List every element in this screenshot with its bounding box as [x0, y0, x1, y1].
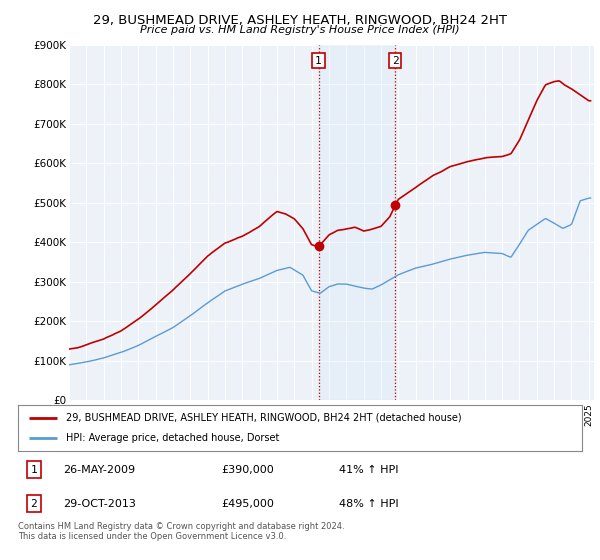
- Text: £390,000: £390,000: [221, 465, 274, 475]
- Text: 2: 2: [31, 499, 37, 509]
- Text: 48% ↑ HPI: 48% ↑ HPI: [340, 499, 399, 509]
- Text: Price paid vs. HM Land Registry's House Price Index (HPI): Price paid vs. HM Land Registry's House …: [140, 25, 460, 35]
- Bar: [319, 45, 395, 400]
- Text: 41% ↑ HPI: 41% ↑ HPI: [340, 465, 399, 475]
- Text: 29, BUSHMEAD DRIVE, ASHLEY HEATH, RINGWOOD, BH24 2HT: 29, BUSHMEAD DRIVE, ASHLEY HEATH, RINGWO…: [93, 14, 507, 27]
- Text: 29, BUSHMEAD DRIVE, ASHLEY HEATH, RINGWOOD, BH24 2HT (detached house): 29, BUSHMEAD DRIVE, ASHLEY HEATH, RINGWO…: [66, 413, 461, 423]
- Text: HPI: Average price, detached house, Dorset: HPI: Average price, detached house, Dors…: [66, 433, 280, 443]
- Text: 29-OCT-2013: 29-OCT-2013: [63, 499, 136, 509]
- Text: £495,000: £495,000: [221, 499, 274, 509]
- Text: 1: 1: [31, 465, 37, 475]
- Text: 2: 2: [392, 55, 398, 66]
- Text: Contains HM Land Registry data © Crown copyright and database right 2024.
This d: Contains HM Land Registry data © Crown c…: [18, 522, 344, 542]
- Text: 1: 1: [315, 55, 322, 66]
- Text: 26-MAY-2009: 26-MAY-2009: [63, 465, 135, 475]
